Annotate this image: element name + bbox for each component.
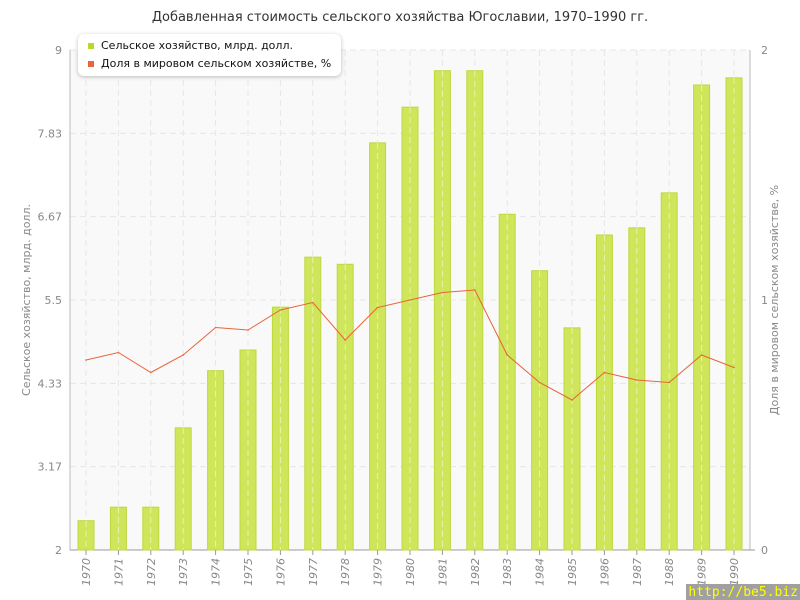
x-tick-label: 1982 xyxy=(469,558,482,586)
line-point xyxy=(279,309,282,311)
x-tick-label: 1972 xyxy=(145,558,158,586)
x-tick-label: 1970 xyxy=(80,558,93,586)
y-axis-label: Сельское хозяйство, млрд. долл. xyxy=(20,204,33,396)
legend-item-line[interactable]: Доля в мировом сельском хозяйстве, % xyxy=(88,55,331,73)
x-tick-label: 1985 xyxy=(566,558,579,586)
y2-axis-label: Доля в мировом сельском хозяйстве, % xyxy=(768,185,781,415)
x-tick-label: 1986 xyxy=(598,558,611,586)
legend: Сельское хозяйство, млрд. долл. Доля в м… xyxy=(78,34,342,76)
x-tick-label: 1977 xyxy=(307,558,320,586)
line-point xyxy=(182,354,184,356)
x-tick-label: 1989 xyxy=(696,558,709,586)
line-point xyxy=(668,381,670,384)
legend-label: Сельское хозяйство, млрд. долл. xyxy=(101,39,293,52)
x-tick-label: 1987 xyxy=(631,558,644,586)
x-tick-label: 1981 xyxy=(436,558,449,586)
y-tick-label: 5.5 xyxy=(45,294,63,307)
legend-item-bar[interactable]: Сельское хозяйство, млрд. долл. xyxy=(88,37,331,55)
y2-tick-label: 0 xyxy=(761,544,768,557)
line-point xyxy=(474,289,476,291)
bar xyxy=(595,234,613,551)
x-tick-label: 1976 xyxy=(274,558,287,586)
chart-title: Добавленная стоимость сельского хозяйств… xyxy=(151,10,649,25)
y-tick-label: 2 xyxy=(55,544,62,557)
x-tick-label: 1974 xyxy=(210,558,223,586)
line-point xyxy=(733,366,735,369)
line-point xyxy=(700,354,703,356)
y2-tick-label: 1 xyxy=(761,294,768,307)
line-point xyxy=(376,306,379,309)
line-point xyxy=(247,329,249,331)
line-point xyxy=(538,381,541,384)
x-tick-label: 1988 xyxy=(663,558,676,586)
legend-swatch-line xyxy=(88,61,94,67)
x-tick-label: 1973 xyxy=(177,558,190,586)
line-point xyxy=(312,301,314,304)
legend-label: Доля в мировом сельском хозяйстве, % xyxy=(101,57,332,70)
x-tick-label: 1979 xyxy=(372,558,385,586)
y-tick-label: 3.17 xyxy=(38,461,63,474)
line-point xyxy=(603,371,606,374)
x-tick-label: 1975 xyxy=(242,558,255,586)
y-tick-label: 6.67 xyxy=(38,211,63,224)
line-point xyxy=(85,359,87,361)
line-point xyxy=(409,299,411,301)
x-tick-label: 1984 xyxy=(534,558,547,586)
x-tick-label: 1978 xyxy=(339,558,352,586)
line-point xyxy=(636,379,638,381)
x-tick-label: 1980 xyxy=(404,558,417,586)
legend-swatch-bar xyxy=(88,43,94,49)
line-point xyxy=(117,351,120,354)
line-point xyxy=(506,354,509,356)
y-tick-label: 4.33 xyxy=(38,377,63,390)
line-point xyxy=(441,291,444,294)
y-tick-label: 7.83 xyxy=(38,127,63,140)
line-point xyxy=(150,371,152,374)
x-tick-label: 1983 xyxy=(501,558,514,586)
line-point xyxy=(214,326,217,329)
watermark[interactable]: http://be5.biz xyxy=(686,584,800,600)
x-tick-label: 1990 xyxy=(728,558,741,586)
line-point xyxy=(571,399,573,401)
line-point xyxy=(344,339,347,341)
y2-tick-label: 2 xyxy=(761,44,768,57)
y-tick-label: 9 xyxy=(55,44,62,57)
x-tick-label: 1971 xyxy=(112,558,125,586)
